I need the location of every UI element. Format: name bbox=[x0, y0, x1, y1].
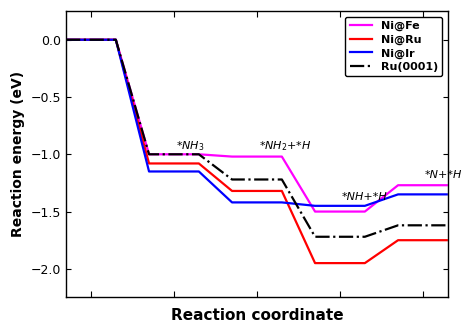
X-axis label: Reaction coordinate: Reaction coordinate bbox=[171, 308, 343, 323]
Y-axis label: Reaction energy (eV): Reaction energy (eV) bbox=[11, 71, 25, 237]
Legend: Ni@Fe, Ni@Ru, Ni@Ir, Ru(0001): Ni@Fe, Ni@Ru, Ni@Ir, Ru(0001) bbox=[345, 17, 442, 76]
Text: *NH+*H: *NH+*H bbox=[342, 192, 387, 202]
Text: *NH$_3$: *NH$_3$ bbox=[175, 139, 204, 153]
Text: *N+*H: *N+*H bbox=[425, 170, 462, 180]
Text: *NH$_2$+*H: *NH$_2$+*H bbox=[259, 139, 311, 153]
